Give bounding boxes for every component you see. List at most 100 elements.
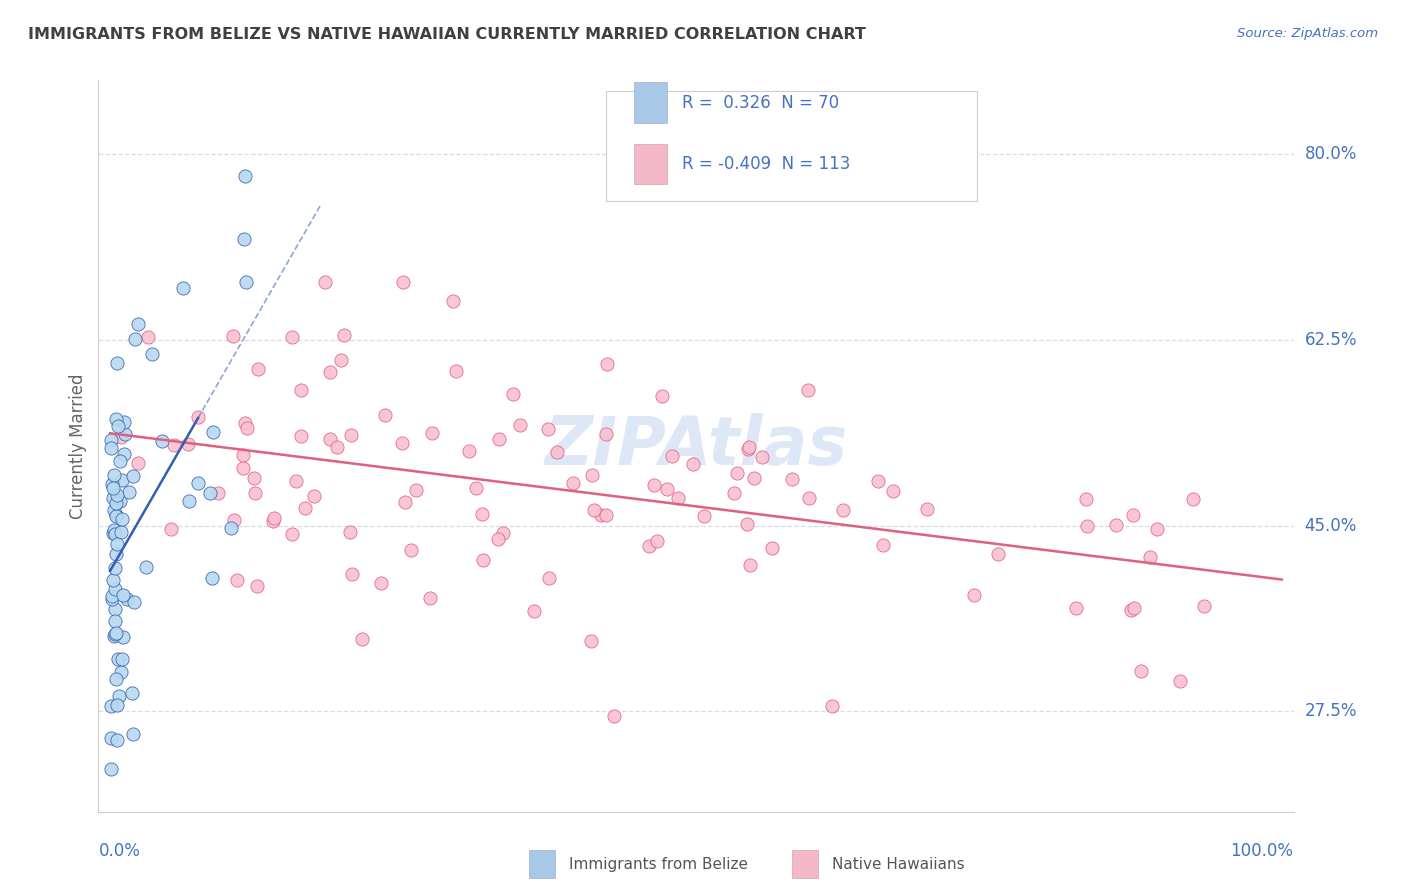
Point — [141, 347, 163, 361]
Point — [121, 468, 143, 483]
Point — [105, 547, 128, 561]
Point — [103, 526, 125, 541]
Point — [579, 634, 602, 648]
Point — [107, 690, 129, 704]
Point — [207, 486, 229, 500]
Point — [401, 542, 423, 557]
Point — [290, 428, 312, 442]
Point — [1168, 673, 1191, 688]
Point — [1123, 601, 1146, 615]
FancyBboxPatch shape — [529, 850, 555, 879]
Point — [103, 503, 125, 517]
Point — [108, 454, 131, 468]
Text: 45.0%: 45.0% — [1305, 516, 1357, 534]
Text: 27.5%: 27.5% — [1305, 702, 1357, 720]
Point — [235, 275, 257, 289]
Point — [799, 491, 821, 505]
Point — [121, 686, 143, 700]
Point — [122, 594, 145, 608]
Point — [333, 327, 356, 342]
Point — [105, 626, 128, 640]
Point — [101, 491, 124, 506]
Point — [104, 561, 127, 575]
Point — [643, 478, 665, 492]
Point — [232, 448, 254, 462]
Point — [233, 416, 256, 430]
Point — [444, 364, 467, 378]
Point — [101, 476, 124, 491]
Point — [471, 553, 494, 567]
Point — [232, 232, 254, 246]
Point — [391, 436, 413, 450]
Point — [1181, 492, 1204, 507]
FancyBboxPatch shape — [792, 850, 818, 879]
Point — [583, 503, 606, 517]
Point — [104, 582, 127, 596]
Point — [105, 488, 128, 502]
Point — [101, 481, 124, 495]
Point — [661, 449, 683, 463]
Point — [471, 507, 494, 521]
Point — [1076, 519, 1098, 533]
Point — [370, 576, 392, 591]
Point — [392, 275, 415, 289]
Point — [797, 383, 820, 397]
Point — [537, 422, 560, 436]
Text: R =  0.326  N = 70: R = 0.326 N = 70 — [682, 94, 839, 112]
Text: ZIPAtlas: ZIPAtlas — [544, 413, 848, 479]
Point — [110, 429, 132, 443]
FancyBboxPatch shape — [634, 82, 668, 123]
Point — [284, 474, 307, 488]
Point — [738, 440, 761, 454]
Point — [107, 419, 129, 434]
Point — [198, 486, 221, 500]
Point — [682, 458, 704, 472]
Point — [1064, 600, 1087, 615]
Point — [725, 466, 748, 480]
Point — [103, 629, 125, 643]
Text: 0.0%: 0.0% — [98, 842, 141, 860]
Point — [101, 590, 124, 604]
Text: IMMIGRANTS FROM BELIZE VS NATIVE HAWAIIAN CURRENTLY MARRIED CORRELATION CHART: IMMIGRANTS FROM BELIZE VS NATIVE HAWAIIA… — [28, 27, 866, 42]
Point — [457, 444, 479, 458]
Point — [1119, 603, 1142, 617]
Text: Source: ZipAtlas.com: Source: ZipAtlas.com — [1237, 27, 1378, 40]
Point — [509, 418, 531, 433]
Point — [105, 356, 128, 370]
Point — [243, 471, 266, 485]
Point — [187, 410, 209, 425]
Point — [350, 632, 373, 647]
Point — [236, 421, 259, 435]
Point — [103, 467, 125, 482]
Point — [160, 522, 183, 536]
Point — [339, 524, 361, 539]
Point — [780, 472, 803, 486]
Point — [866, 475, 889, 489]
Point — [150, 434, 173, 449]
Point — [127, 456, 149, 470]
Point — [100, 731, 122, 745]
FancyBboxPatch shape — [634, 144, 668, 184]
Point — [135, 560, 157, 574]
Point — [340, 566, 363, 581]
Point — [546, 444, 568, 458]
Point — [1076, 492, 1098, 507]
Point — [104, 615, 127, 629]
Point — [488, 432, 510, 446]
Point — [537, 571, 560, 585]
Point — [740, 558, 762, 572]
Point — [374, 408, 396, 422]
Point — [562, 475, 585, 490]
Point — [110, 524, 132, 539]
Point — [735, 516, 758, 531]
Point — [751, 450, 773, 464]
Point — [1122, 508, 1144, 522]
Point — [591, 508, 613, 523]
Point — [114, 426, 136, 441]
Point — [330, 352, 353, 367]
Point — [420, 425, 443, 440]
Point — [405, 483, 427, 497]
Point — [595, 508, 617, 523]
Point — [111, 512, 134, 526]
Point — [419, 591, 441, 606]
